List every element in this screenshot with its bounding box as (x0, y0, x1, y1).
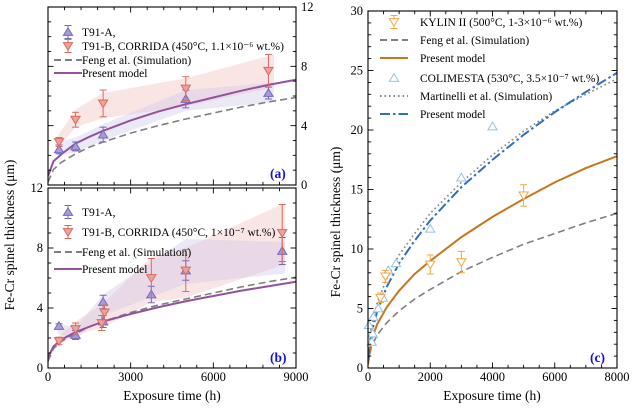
legend-label: Present model (420, 109, 485, 121)
y-tick-label: 5 (357, 302, 363, 316)
x-tick-label: 3000 (118, 370, 143, 384)
panel-label-a: (a) (270, 166, 286, 181)
data-point-marker (390, 258, 402, 268)
data-point-marker (487, 121, 498, 131)
data-point-marker (518, 191, 530, 201)
series-line (368, 72, 617, 359)
panel-label-b: (b) (270, 350, 287, 365)
legend-label: Feng et al. (Simulation) (82, 247, 191, 259)
data-point-marker (180, 266, 192, 276)
legend: KYLIN II (500°C, 1-3×10⁻⁶ wt.%) Feng et a… (380, 15, 599, 121)
y-tick-label: 15 (351, 183, 364, 197)
data-point-marker (372, 303, 384, 313)
x-tick-label: 9000 (284, 370, 309, 384)
data-point-marker (276, 229, 288, 239)
y-tick-label: 25 (351, 64, 364, 78)
panel-b: 0 3000 6000 9000 0 4 8 12 T91-A, T91-B, CORRIDA (… (31, 181, 309, 384)
legend-swatch-marker (388, 72, 400, 82)
y-tick-label: 8 (301, 60, 307, 74)
panel-c: 0 2000 4000 6000 8000 0 5 10 15 20 25 30 KYLIN II (5… (351, 4, 630, 384)
x-axis-label-left-column: Exposure time (h) (123, 388, 220, 403)
data-point-marker (70, 141, 82, 151)
legend-label: T91-A, (82, 27, 116, 39)
data-point-marker (424, 260, 436, 270)
legend-swatch-marker (62, 228, 74, 238)
x-tick-label: 0 (365, 370, 371, 384)
legend-swatch-marker (62, 26, 74, 36)
data-point-marker (53, 320, 65, 330)
data-point-marker (367, 311, 379, 321)
legend-label: Present model (82, 264, 147, 276)
data-point-marker (262, 87, 274, 97)
data-point-marker (262, 66, 274, 76)
y-tick-label: 20 (351, 123, 364, 137)
legend-label: Feng et al. (Simulation) (82, 55, 191, 67)
data-point-marker (366, 336, 378, 346)
y-tick-label: 0 (37, 361, 43, 375)
data-point-marker (97, 129, 109, 139)
uncertainty-band (57, 82, 274, 156)
plot-area (368, 72, 617, 365)
data-point-marker (53, 138, 65, 148)
data-point-marker (70, 115, 82, 125)
legend-label: Present model (420, 53, 485, 65)
uncertainty-band (57, 239, 285, 340)
panel-label-c: (c) (590, 350, 605, 365)
data-point-marker (53, 337, 65, 347)
legend-label: T91-B, CORRIDA (450°C, 1.1×10⁻⁶ wt.%) (82, 41, 284, 53)
data-point-marker (363, 319, 375, 330)
data-point-marker (99, 308, 110, 318)
legend-label: T91-A, (82, 207, 116, 219)
uncertainty-band (57, 203, 285, 346)
series-line (368, 212, 617, 365)
data-point-marker (455, 258, 467, 268)
data-point-marker (180, 84, 192, 94)
y-tick-label: 4 (37, 301, 44, 315)
legend-swatch-marker (62, 206, 74, 216)
y-tick-label: 8 (37, 241, 43, 255)
legend-label: T91-B, CORRIDA (450°C, 1×10⁻⁷ wt.%) (82, 227, 276, 239)
legend-label: COLIMESTA (530°C, 3.5×10⁻⁷ wt.%) (420, 73, 599, 85)
series-line (368, 155, 617, 365)
uncertainty-band (57, 54, 274, 149)
legend: T91-A, T91-B, CORRIDA (450°C, 1.1×10⁻⁶ wt… (54, 25, 284, 80)
y-tick-label: 12 (31, 181, 44, 195)
data-point-marker (455, 172, 467, 182)
data-point-marker (145, 274, 157, 284)
data-point-marker (53, 144, 65, 154)
data-point-marker (70, 325, 82, 335)
x-tick-label: 6000 (542, 370, 567, 384)
data-point-marker (97, 99, 109, 109)
legend-label: Feng et al. (Simulation) (420, 35, 529, 47)
y-tick-label: 0 (301, 178, 307, 192)
y-tick-label: 0 (357, 361, 363, 375)
y-tick-label: 12 (301, 0, 314, 14)
y-tick-label: 30 (351, 4, 364, 18)
data-point-marker (374, 293, 386, 303)
x-tick-label: 0 (45, 370, 51, 384)
x-tick-label: 8000 (605, 370, 630, 384)
panel-a: 0 4 8 12 T91-A, T91-B, CORRIDA (450°C, 1.1×10… (47, 0, 314, 192)
x-tick-label: 2000 (418, 370, 443, 384)
x-tick-label: 4000 (480, 370, 505, 384)
legend: T91-A, T91-B, CORRIDA (450°C, 1×10⁻⁷ wt.%… (54, 205, 276, 276)
y-tick-label: 4 (301, 119, 308, 133)
data-point-marker (424, 223, 436, 233)
legend-swatch-marker (62, 42, 74, 52)
y-tick-label: 10 (351, 242, 364, 256)
axes-frame (367, 10, 618, 369)
legend-swatch-marker (388, 18, 400, 28)
series-line (48, 96, 296, 183)
legend-label: Present model (82, 68, 147, 80)
y-axis-label-left-column: Fe-Cr spinel thickness (μm) (2, 160, 17, 311)
y-axis-label-right-column: Fe-Cr spinel thickness (μm) (328, 147, 343, 298)
x-axis-label-right-column: Exposure time (h) (443, 388, 540, 403)
legend-label: Martinelli et al. (Simulation) (420, 91, 552, 103)
legend-label: KYLIN II (500°C, 1-3×10⁻⁶ wt.%) (420, 17, 583, 29)
x-tick-label: 6000 (201, 370, 226, 384)
data-point-marker (379, 272, 391, 282)
data-point-marker (367, 328, 379, 338)
